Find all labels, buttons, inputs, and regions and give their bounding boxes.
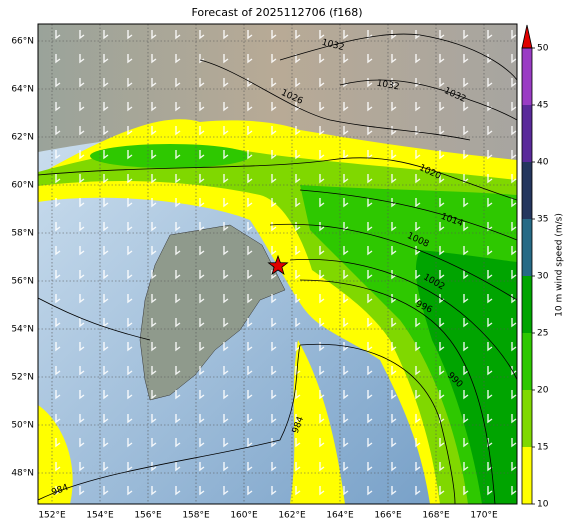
longitude-label: 154°E	[86, 511, 114, 521]
isobar	[199, 59, 471, 141]
longitude-label: 170°E	[470, 511, 498, 521]
latitude-label: 60°N	[11, 181, 34, 191]
isobar	[38, 157, 517, 201]
colorbar-tick-label: 30	[537, 272, 549, 282]
colorbar-tick-label: 35	[537, 215, 548, 225]
colorbar-tick-label: 10	[537, 500, 549, 510]
isobar	[269, 223, 517, 301]
longitude-label: 166°E	[374, 511, 402, 521]
colorbar-tick-label: 40	[537, 158, 549, 168]
latitude-label: 58°N	[11, 229, 34, 239]
colorbar-segment	[522, 162, 532, 219]
longitude-label: 156°E	[134, 511, 162, 521]
longitude-label: 152°E	[38, 511, 66, 521]
latitude-label: 62°N	[11, 133, 34, 143]
map-title: Forecast of 2025112706 (f168)	[191, 6, 362, 19]
isobar-label: 1032	[376, 79, 400, 93]
latitude-label: 56°N	[11, 277, 34, 287]
colorbar-tick-label: 45	[537, 101, 548, 111]
latitude-label: 64°N	[11, 85, 34, 95]
colorbar-segment	[522, 390, 532, 447]
isobar	[279, 33, 517, 81]
colorbar-tick-label: 25	[537, 329, 548, 339]
isobar	[38, 344, 301, 501]
latitude-label: 66°N	[11, 37, 34, 47]
isobar	[38, 297, 151, 341]
colorbar-segment	[522, 333, 532, 390]
colorbar-label: 10 m wind speed (m/s)	[555, 213, 565, 317]
longitude-label: 160°E	[230, 511, 258, 521]
colorbar-segment	[522, 105, 532, 162]
isobar	[299, 189, 517, 241]
latitude-label: 54°N	[11, 325, 34, 335]
colorbar-tick-label: 50	[537, 44, 549, 54]
colorbar-extend	[521, 24, 533, 49]
latitude-label: 52°N	[11, 373, 34, 383]
colorbar-segment	[522, 447, 532, 504]
map-area: 1032 1032 1032 1026 1020 1014 1008 1002 …	[38, 24, 517, 504]
location-star	[267, 254, 289, 275]
colorbar-tick-label: 15	[537, 443, 548, 453]
isobar	[289, 258, 517, 381]
longitude-label: 162°E	[278, 511, 306, 521]
colorbar-tick-label: 20	[537, 386, 549, 396]
isobar	[299, 343, 456, 504]
longitude-label: 168°E	[422, 511, 450, 521]
longitude-label: 158°E	[182, 511, 210, 521]
latitude-label: 50°N	[11, 421, 34, 431]
isobar	[299, 279, 496, 504]
latitude-label: 48°N	[11, 469, 34, 479]
colorbar-segment	[522, 276, 532, 333]
longitude-label: 164°E	[326, 511, 354, 521]
isobar	[339, 79, 517, 121]
colorbar-segment	[522, 48, 532, 105]
map-frame	[37, 23, 518, 505]
colorbar-segment	[522, 219, 532, 276]
